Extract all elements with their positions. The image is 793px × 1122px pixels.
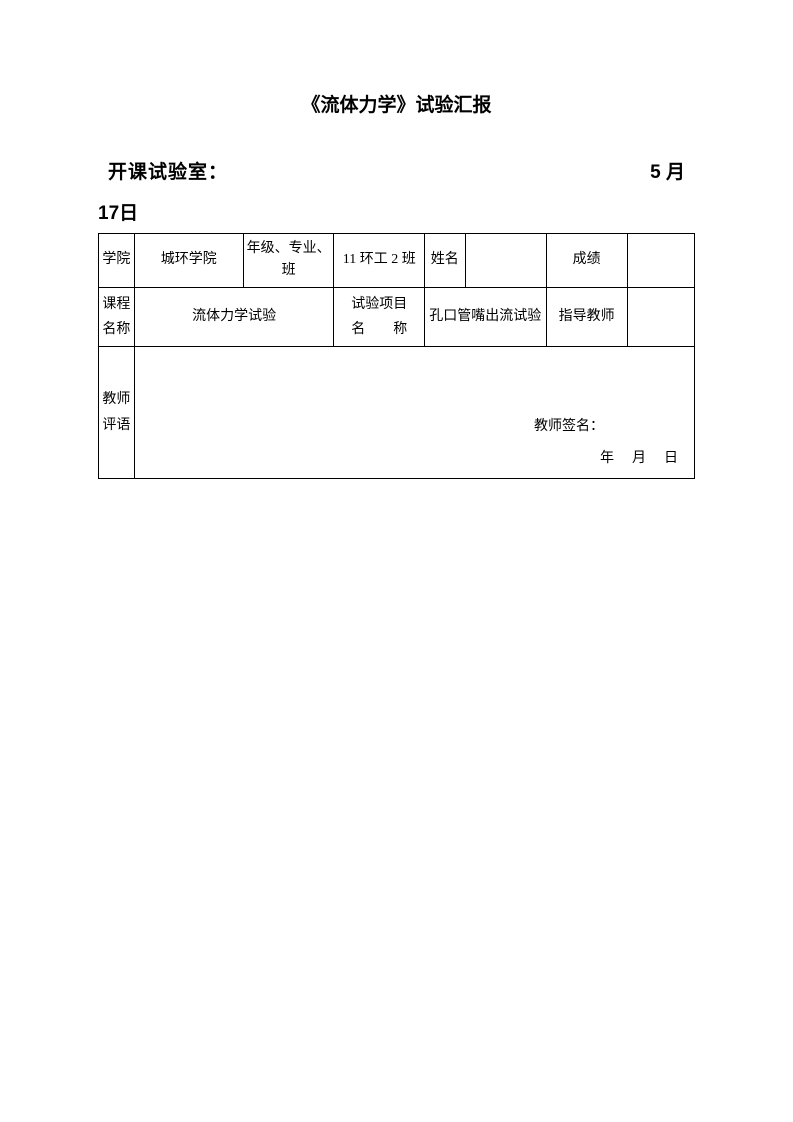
lab-label: 开课试验室：	[108, 157, 228, 184]
name-value	[465, 234, 546, 288]
teacher-value	[627, 287, 694, 346]
comment-label-l2: 评语	[102, 418, 130, 433]
document-title: 《流体力学》试验汇报	[98, 90, 695, 117]
grade-label: 年级、专业、班	[243, 234, 334, 288]
college-label: 学院	[99, 234, 135, 288]
comment-label-l1: 教师	[102, 392, 130, 407]
month-text: 5 月	[650, 157, 695, 184]
day-text: 17日	[98, 198, 695, 225]
course-label: 课程 名称	[99, 287, 135, 346]
comment-content: 教师签名： 年 月 日	[134, 347, 694, 479]
college-value: 城环学院	[134, 234, 243, 288]
project-label-l2: 名 称	[351, 322, 407, 337]
course-label-l2: 名称	[102, 322, 130, 337]
score-label: 成绩	[546, 234, 627, 288]
course-label-l1: 课程	[102, 297, 130, 312]
score-value	[627, 234, 694, 288]
teacher-label: 指导教师	[546, 287, 627, 346]
name-label: 姓名	[425, 234, 466, 288]
project-label: 试验项目 名 称	[334, 287, 425, 346]
project-label-l1: 试验项目	[351, 297, 407, 312]
course-value: 流体力学试验	[134, 287, 334, 346]
comment-label: 教师 评语	[99, 347, 135, 479]
project-value: 孔口管嘴出流试验	[425, 287, 547, 346]
lab-line: 开课试验室： 5 月	[108, 157, 695, 184]
report-table: 学院 城环学院 年级、专业、班 11 环工 2 班 姓名 成绩 课程 名称 流体…	[98, 233, 695, 479]
table-row-3: 教师 评语 教师签名： 年 月 日	[99, 347, 695, 479]
signature-label: 教师签名：	[534, 416, 604, 438]
date-text: 年 月 日	[600, 448, 680, 470]
grade-value: 11 环工 2 班	[334, 234, 425, 288]
table-row-2: 课程 名称 流体力学试验 试验项目 名 称 孔口管嘴出流试验 指导教师	[99, 287, 695, 346]
table-row-1: 学院 城环学院 年级、专业、班 11 环工 2 班 姓名 成绩	[99, 234, 695, 288]
